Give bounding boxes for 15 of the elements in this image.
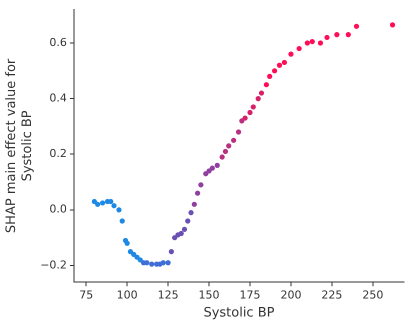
- x-tick-label: 100: [116, 288, 138, 302]
- x-axis-title: Systolic BP: [203, 306, 275, 321]
- y-tick-label: 0.6: [49, 36, 67, 49]
- y-axis-title: SHAP main effect value for Systolic BP: [4, 58, 35, 234]
- x-tick-label: 75: [79, 288, 94, 302]
- y-tick-label: −0.2: [40, 258, 67, 272]
- x-tick-label: 200: [280, 288, 302, 302]
- x-tick-label: 125: [158, 288, 179, 302]
- x-tick-label: 250: [362, 288, 384, 302]
- y-tick-label: 0.2: [49, 147, 67, 160]
- x-tick-label: 150: [198, 288, 220, 302]
- x-tick-label: 175: [240, 288, 261, 302]
- x-tick-label: 225: [321, 288, 342, 302]
- y-tick-label: 0.4: [49, 91, 67, 104]
- y-tick-label: 0.0: [49, 202, 67, 216]
